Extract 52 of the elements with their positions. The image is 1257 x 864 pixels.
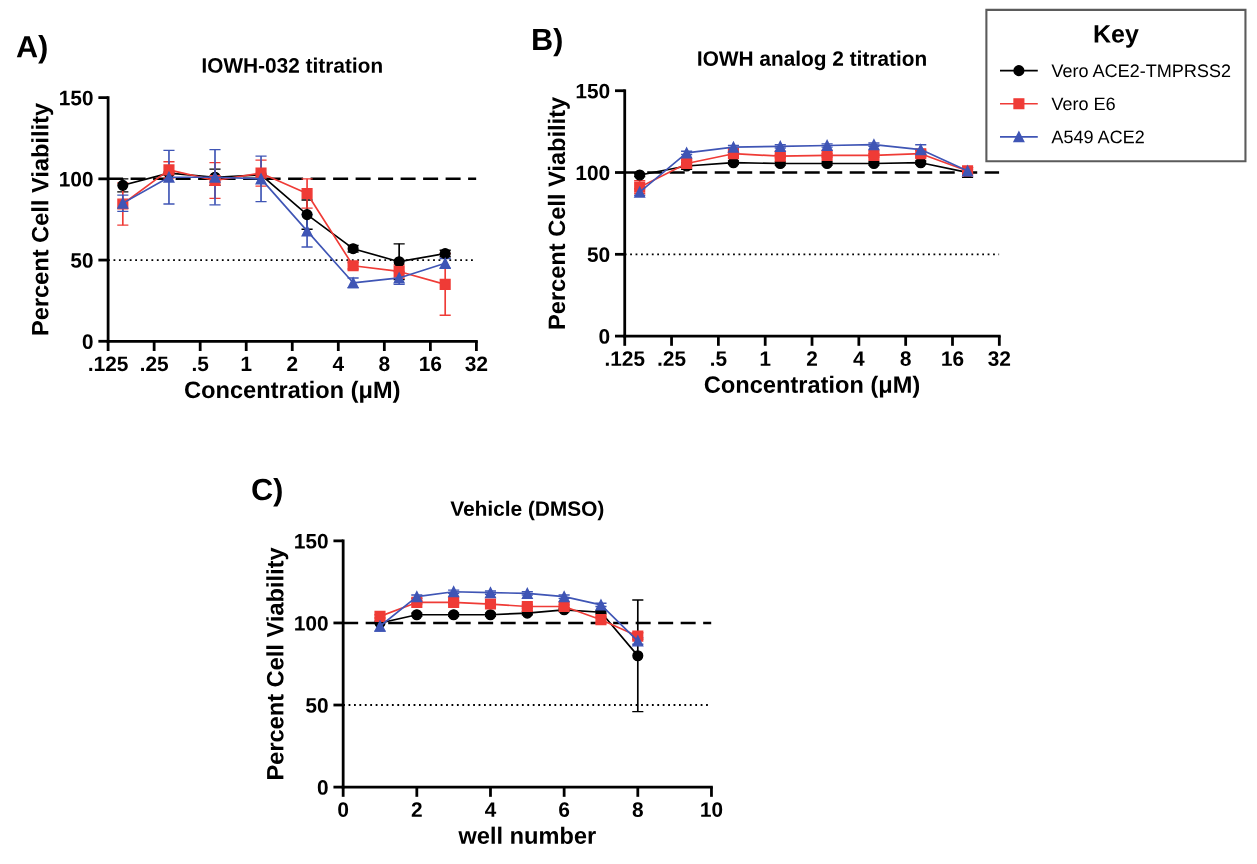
y-axis-title: Percent Cell Viability bbox=[547, 96, 570, 329]
y-tick-label: 150 bbox=[295, 533, 328, 549]
x-tick-label: 1 bbox=[760, 351, 771, 366]
chart-title: Vehicle (DMSO) bbox=[450, 500, 604, 521]
y-tick-label: 0 bbox=[82, 334, 93, 350]
x-tick-label: .5 bbox=[192, 356, 209, 372]
y-axis-title: Percent Cell Viability bbox=[31, 103, 54, 335]
legend-label: Vero E6 bbox=[1051, 97, 1115, 111]
x-tick-label: 6 bbox=[559, 802, 570, 817]
y-tick-label: 100 bbox=[60, 171, 93, 187]
x-tick-label: 8 bbox=[900, 351, 911, 366]
x-tick-label: .125 bbox=[89, 356, 128, 372]
x-tick-label: .25 bbox=[658, 351, 686, 366]
text: B) bbox=[533, 27, 562, 57]
y-tick-label: 0 bbox=[317, 780, 328, 795]
x-tick-label: 10 bbox=[701, 802, 723, 817]
y-tick-label: 50 bbox=[70, 253, 93, 268]
legend-label: A549 ACE2 bbox=[1051, 130, 1144, 144]
x-tick-label: 2 bbox=[287, 356, 298, 371]
y-tick-label: 50 bbox=[306, 698, 328, 713]
x-tick-label: 0 bbox=[338, 802, 349, 817]
y-tick-label: 150 bbox=[60, 90, 93, 106]
y-tick-label: 0 bbox=[599, 329, 610, 344]
x-tick-label: .5 bbox=[711, 351, 727, 366]
x-tick-label: 1 bbox=[241, 356, 252, 371]
x-tick-label: 16 bbox=[420, 356, 442, 372]
y-tick-label: 50 bbox=[587, 247, 610, 263]
x-tick-label: 32 bbox=[465, 356, 488, 372]
x-tick-label: 32 bbox=[988, 351, 1011, 367]
chart-title: IOWH-032 titration bbox=[202, 57, 382, 73]
legend-label: Vero ACE2-TMPRSS2 bbox=[1051, 64, 1231, 78]
x-tick-label: 8 bbox=[379, 356, 390, 372]
text: A) bbox=[16, 35, 47, 64]
y-tick-label: 100 bbox=[576, 165, 610, 181]
x-tick-label: 4 bbox=[332, 356, 344, 371]
x-tick-label: 2 bbox=[806, 351, 817, 366]
x-tick-label: 2 bbox=[411, 802, 422, 817]
y-tick-label: 150 bbox=[576, 83, 610, 99]
x-tick-label: .25 bbox=[141, 356, 169, 372]
x-axis-title: Concentration (μM) bbox=[704, 375, 920, 398]
y-axis-title: Percent Cell Viability bbox=[266, 547, 289, 779]
x-axis-title: well number bbox=[458, 826, 596, 845]
chart-title: IOWH analog 2 titration bbox=[698, 50, 926, 71]
x-tick-label: 8 bbox=[632, 802, 643, 817]
legend-title: Key bbox=[1094, 25, 1139, 48]
y-tick-label: 100 bbox=[295, 615, 328, 631]
x-tick-label: 4 bbox=[485, 802, 497, 817]
text: C) bbox=[252, 477, 282, 507]
x-tick-label: 16 bbox=[942, 351, 964, 366]
x-tick-label: .125 bbox=[605, 351, 645, 366]
x-tick-label: 4 bbox=[853, 351, 865, 366]
x-axis-title: Concentration (μM) bbox=[185, 380, 400, 403]
